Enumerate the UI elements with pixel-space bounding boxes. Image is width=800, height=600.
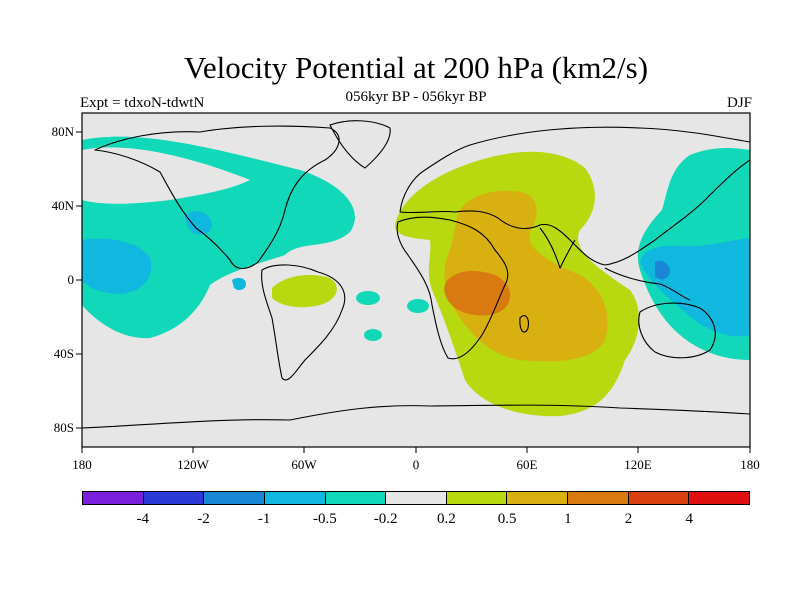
colorbar-label: 2: [624, 511, 633, 527]
colorbar-label: -2: [197, 511, 210, 527]
south-america-coast: [261, 264, 346, 381]
colorbar-label: 0.5: [497, 511, 517, 527]
y-tick-label: 80S: [53, 420, 74, 435]
contour-pos-0.2-samerica: [272, 275, 337, 308]
colorbar: [82, 491, 750, 505]
x-tick-label: 0: [412, 457, 420, 472]
colorbar-box: [204, 492, 265, 504]
x-tick-label: 180: [72, 457, 92, 472]
antarctica-coast: [82, 404, 750, 429]
season-label: DJF: [726, 95, 752, 111]
colorbar-box: [507, 492, 569, 504]
india-coast: [539, 227, 576, 269]
north-america-coast: [94, 125, 340, 270]
contour-neg-atl3: [364, 329, 382, 341]
contour-neg-west-blue1: [82, 238, 152, 294]
y-tick-label: 80N: [51, 124, 74, 139]
colorbar-label: -0.2: [373, 511, 398, 527]
europe-asia-coast: [399, 126, 750, 266]
colorbar-box: [83, 492, 144, 504]
colorbar-label: 0.2: [436, 511, 456, 527]
colorbar-box: [264, 492, 326, 504]
contour-neg-atl2: [407, 299, 429, 313]
y-tick-label: 0: [67, 272, 75, 287]
x-tick-label: 60W: [291, 457, 317, 472]
colorbar-box: [386, 492, 447, 504]
contour-pos-1: [444, 270, 511, 316]
colorbar-box: [143, 492, 205, 504]
indonesia-coast: [604, 267, 691, 301]
colorbar-label: -4: [136, 511, 149, 527]
contour-neg-east-blue: [640, 238, 750, 337]
axis-ticks: [76, 131, 751, 453]
x-tick-label: 120E: [624, 457, 652, 472]
africa-coast: [396, 216, 509, 360]
colorbar-label: 4: [685, 511, 694, 527]
x-tick-label: 180: [740, 457, 760, 472]
coastlines: [82, 120, 750, 429]
y-tick-label: 40N: [51, 198, 74, 213]
greenland-coast: [329, 120, 391, 169]
contour-neg-east-dark: [655, 260, 670, 280]
colorbar-box: [325, 492, 387, 504]
colorbar-label: 1: [564, 511, 572, 527]
plot-title: Velocity Potential at 200 hPa (km2/s): [183, 50, 649, 85]
australia-coast: [638, 302, 716, 359]
contour-neg-west-blue2: [185, 211, 212, 235]
contour-neg-west-inner: [82, 147, 250, 204]
contour-neg-atl1: [356, 291, 380, 305]
experiment-label: Expt = tdxoN-tdwtN: [80, 95, 205, 111]
contour-pos-0.5: [444, 190, 608, 362]
madagascar-coast: [519, 315, 529, 333]
plot-subtitle: 056kyr BP - 056kyr BP: [345, 89, 487, 105]
colorbar-box: [628, 492, 690, 504]
x-tick-label: 120W: [177, 457, 209, 472]
colorbar-label: -0.5: [313, 511, 337, 527]
colorbar-label: -1: [257, 511, 271, 527]
colorbar-box: [689, 492, 750, 504]
colorbar-box: [568, 492, 629, 504]
contour-neg-west-blue3: [232, 277, 246, 291]
colorbar-box: [446, 492, 508, 504]
x-tick-label: 60E: [516, 457, 538, 472]
y-tick-label: 40S: [53, 346, 74, 361]
